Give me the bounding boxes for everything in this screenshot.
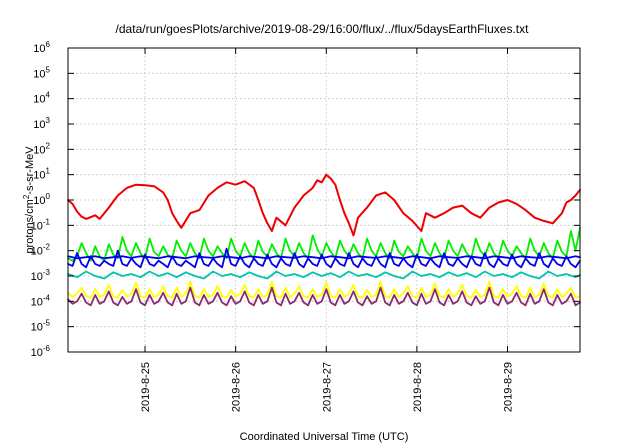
y-tick-label: 106 — [33, 40, 50, 55]
y-tick-label: 10-6 — [31, 344, 51, 359]
y-tick-base: 10 — [31, 296, 43, 308]
y-tick-labels: 10-610-510-410-310-210-11001011021031041… — [31, 40, 51, 359]
y-tick-exponent: -3 — [43, 268, 51, 277]
y-tick-base: 10 — [31, 246, 43, 258]
y-tick-base: 10 — [33, 195, 45, 207]
data-series — [67, 173, 581, 307]
y-axis-label: protons/cm2-s-sr-MeV — [22, 146, 36, 254]
y-tick-exponent: -6 — [43, 344, 51, 353]
y-tick-label: 105 — [33, 65, 50, 80]
x-tick-label: 2019-8-27 — [321, 362, 333, 412]
x-tick-labels: 2019-8-25 2019-8-26 2019-8-27 2019-8-28 2019… — [140, 362, 514, 412]
y-tick-base: 10 — [31, 271, 43, 283]
y-tick-label: 104 — [33, 91, 50, 106]
y-tick-base: 10 — [31, 347, 43, 359]
y-label-superscript: 2 — [22, 194, 31, 199]
y-tick-label: 10-3 — [31, 268, 51, 283]
y-tick-base: 10 — [31, 220, 43, 232]
y-tick-label: 102 — [33, 141, 50, 156]
y-tick-base: 10 — [33, 170, 45, 182]
y-tick-base: 10 — [33, 94, 45, 106]
x-tick-label: 2019-8-26 — [231, 362, 243, 412]
y-tick-exponent: 3 — [46, 116, 51, 125]
series-line-3 — [67, 247, 581, 269]
y-tick-exponent: 0 — [46, 192, 51, 201]
y-tick-exponent: -4 — [43, 293, 51, 302]
y-tick-base: 10 — [33, 119, 45, 131]
y-tick-exponent: 5 — [46, 65, 51, 74]
series-line-1 — [67, 173, 581, 237]
y-tick-label: 10-1 — [31, 217, 51, 232]
y-tick-label: 100 — [33, 192, 50, 207]
y-label-part: protons/cm — [24, 199, 36, 253]
series-line-5 — [67, 270, 581, 280]
y-tick-exponent: 1 — [46, 167, 51, 176]
y-tick-exponent: 4 — [46, 91, 51, 100]
x-tick-label: 2019-8-28 — [412, 362, 424, 412]
x-tick-label: 2019-8-25 — [140, 362, 152, 412]
x-axis-label: Coordinated Universal Time (UTC) — [240, 431, 409, 443]
y-tick-label: 10-2 — [31, 243, 51, 258]
y-label-part: -s-sr-MeV — [24, 146, 36, 195]
y-tick-exponent: -1 — [43, 217, 51, 226]
y-tick-label: 10-5 — [31, 319, 51, 334]
series-line-4 — [67, 255, 581, 260]
y-tick-exponent: -2 — [43, 243, 51, 252]
grid-lines — [68, 48, 580, 352]
series-line-7 — [67, 286, 581, 307]
axis-ticks — [68, 47, 580, 353]
series-line-2 — [67, 226, 581, 262]
y-tick-label: 101 — [33, 167, 50, 182]
y-tick-base: 10 — [33, 144, 45, 156]
y-tick-exponent: 2 — [46, 141, 51, 150]
y-tick-label: 10-4 — [31, 293, 51, 308]
y-tick-base: 10 — [31, 322, 43, 334]
x-tick-label: 2019-8-29 — [503, 362, 515, 412]
y-tick-exponent: -5 — [43, 319, 51, 328]
series-line-6 — [67, 280, 581, 299]
y-tick-exponent: 6 — [46, 40, 51, 49]
y-tick-label: 103 — [33, 116, 50, 131]
y-tick-base: 10 — [33, 68, 45, 80]
chart-title: /data/run/goesPlots/archive/2019-08-29/1… — [116, 22, 530, 36]
y-tick-base: 10 — [33, 43, 45, 55]
